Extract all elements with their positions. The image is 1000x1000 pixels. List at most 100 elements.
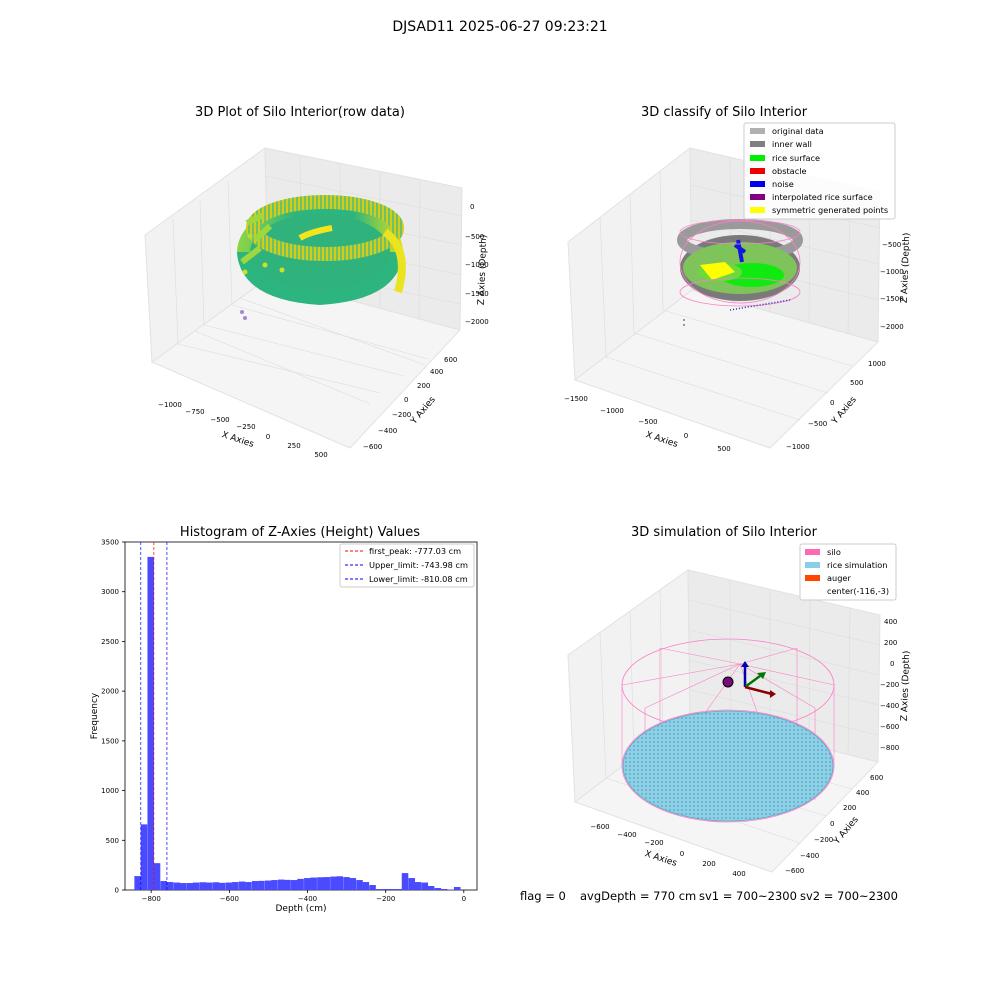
simulation-3d-scene [621,638,835,823]
x-tick-minus800: −800 [142,890,161,903]
legend-first-peak: first_peak: -777.03 cm [369,546,461,556]
histogram-bar-11 [205,882,213,890]
histogram-bar-37 [375,889,383,890]
svg-text:0: 0 [684,432,688,440]
classify-3d-x-ticks: −1500 −1000 −500 0 500 [564,395,731,453]
svg-text:−1000: −1000 [600,407,624,415]
svg-text:600: 600 [444,356,457,364]
histogram-reference-lines [140,542,168,890]
histogram-bar-48 [447,889,455,890]
histogram-bar-39 [388,889,396,890]
histogram-bar-7 [179,883,187,890]
histogram-bar-5 [166,882,174,890]
histogram-bar-20 [264,880,272,890]
histogram-ylabel: Frequency [90,692,100,739]
svg-text:−400: −400 [800,852,819,860]
svg-text:−200: −200 [880,681,899,689]
status-sv2: sv2 = 700~2300 [800,889,898,903]
histogram-bar-28 [317,877,324,890]
histogram-bar-36 [369,885,376,890]
legend-silo: silo [827,547,841,557]
svg-text:−1000: −1000 [158,401,182,409]
svg-text:3500: 3500 [101,539,119,547]
svg-text:−200: −200 [814,836,833,844]
histogram-bar-21 [271,880,278,890]
svg-text:−600: −600 [220,895,239,903]
legend-rice-surface: rice surface [772,153,820,163]
raw-3d-ylabel: Y Axies [409,395,438,427]
histogram-bar-43 [414,882,422,890]
simulation-3d-title: 3D simulation of Silo Interior [631,525,818,540]
histogram-bar-24 [291,880,298,890]
svg-text:−400: −400 [617,831,636,839]
simulation-3d-ylabel: Y Axies [832,815,861,847]
legend-swatch-rice-surface [750,155,765,161]
svg-text:−500: −500 [638,418,657,426]
svg-text:−500: −500 [465,233,484,241]
svg-text:−600: −600 [785,867,804,875]
legend-swatch-rice-simulation [805,562,820,568]
svg-text:−400: −400 [880,702,899,710]
x-tick-minus200: −200 [376,890,395,903]
status-avg-depth: avgDepth = 770 cm [580,889,696,903]
svg-text:−600: −600 [590,823,609,831]
histogram-bar-10 [199,882,207,890]
simulation-3d-panel: 3D simulation of Silo Interior [567,525,912,878]
svg-text:200: 200 [843,804,856,812]
svg-text:0: 0 [404,396,408,404]
raw-3d-x-ticks: −1000 −750 −500 −250 0 250 500 [158,401,328,459]
simulation-3d-z-ticks: 400 200 0 −200 −400 −600 −800 [880,618,899,752]
histogram-bar-38 [382,889,389,890]
histogram-bar-31 [336,876,344,890]
histogram-bar-13 [219,882,226,890]
histogram-bar-27 [310,877,317,890]
legend-swatch-symmetric [750,207,765,213]
raw-3d-y-ticks: −600 −400 −200 0 200 400 600 [363,356,457,451]
svg-text:400: 400 [732,870,745,878]
histogram-bar-9 [192,882,200,890]
histogram-bar-8 [186,883,194,890]
histogram-bar-33 [349,878,357,890]
classify-3d-z-ticks: −500 −1000 −1500 −2000 [880,241,904,331]
histogram-bar-16 [238,881,246,890]
histogram-bars [134,556,461,890]
histogram-x-ticks: −800 −600 −400 −200 0 [142,890,466,903]
classify-3d-zlabel: Z Axies (Depth) [900,233,912,304]
legend-swatch-obstacle [750,168,765,174]
histogram-bar-40 [395,889,402,890]
svg-text:0: 0 [462,895,466,903]
histogram-legend: first_peak: -777.03 cm Upper_limit: -743… [339,543,475,588]
svg-text:−750: −750 [185,408,204,416]
simulation-3d-x-ticks: −600 −400 −200 0 200 400 [590,823,745,878]
histogram-bar-45 [427,886,435,890]
histogram-bar-3 [153,863,161,890]
svg-text:1000: 1000 [868,360,886,368]
histogram-bar-44 [421,882,429,890]
svg-text:200: 200 [884,639,897,647]
svg-text:−1000: −1000 [880,268,904,276]
histogram-bar-41 [401,873,409,890]
y-tick-500: 500 [106,837,125,845]
legend-auger: auger [827,573,851,583]
classify-3d-xlabel: X Axies [644,430,679,450]
legend-upper-limit: Upper_limit: -743.98 cm [369,560,468,570]
raw-3d-points [237,195,406,320]
svg-text:0: 0 [890,660,894,668]
histogram-bar-32 [343,877,350,890]
legend-symmetric: symmetric generated points [772,205,888,215]
y-tick-2000: 2000 [101,688,125,696]
histogram-frame [124,541,478,891]
legend-rice-simulation: rice simulation [827,560,887,570]
svg-text:−1000: −1000 [465,261,489,269]
svg-text:0: 0 [115,887,119,895]
svg-text:0: 0 [830,820,834,828]
histogram-bar-14 [225,882,233,890]
classify-3d-panel: 3D classify of Silo Interior [564,105,912,453]
legend-swatch-silo [805,549,820,555]
svg-text:250: 250 [287,442,300,450]
svg-text:−200: −200 [392,411,411,419]
status-flag: flag = 0 [520,889,566,903]
svg-text:3000: 3000 [101,588,119,596]
svg-text:−600: −600 [880,723,899,731]
figure-title: DJSAD11 2025-06-27 09:23:21 [392,19,607,35]
